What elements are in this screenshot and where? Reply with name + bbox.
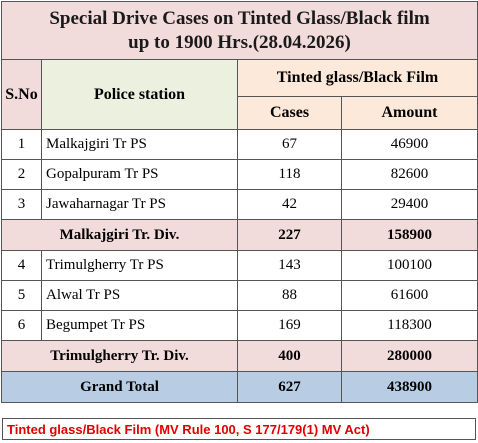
subtotal-label: Trimulgherry Tr. Div. bbox=[1, 340, 238, 372]
table-row: 6 Begumpet Tr PS 169 118300 bbox=[1, 310, 478, 341]
row-sno: 1 bbox=[1, 129, 42, 160]
subtotal-cases: 227 bbox=[237, 219, 342, 251]
subtotal-row: Trimulgherry Tr. Div. 400 280000 bbox=[1, 340, 478, 372]
row-sno: 3 bbox=[1, 189, 42, 220]
grand-total-amount: 438900 bbox=[340, 371, 478, 403]
table-row: 4 Trimulgherry Tr PS 143 100100 bbox=[1, 250, 478, 281]
row-cases: 169 bbox=[237, 310, 342, 341]
row-cases: 143 bbox=[237, 250, 342, 281]
header-police-station: Police station bbox=[41, 59, 238, 130]
header-amount: Amount bbox=[340, 96, 478, 130]
row-amount: 118300 bbox=[340, 310, 478, 341]
row-cases: 42 bbox=[237, 189, 342, 220]
row-cases: 118 bbox=[237, 159, 342, 190]
row-cases: 67 bbox=[237, 129, 342, 160]
subtotal-cases: 400 bbox=[237, 340, 342, 372]
subtotal-row: Malkajgiri Tr. Div. 227 158900 bbox=[1, 219, 478, 251]
row-sno: 5 bbox=[1, 280, 42, 311]
title-line-1: Special Drive Cases on Tinted Glass/Blac… bbox=[49, 7, 430, 29]
header-sno: S.No bbox=[1, 59, 42, 130]
row-amount: 82600 bbox=[340, 159, 478, 190]
title-line-2: up to 1900 Hrs.(28.04.2026) bbox=[128, 31, 351, 53]
row-station: Trimulgherry Tr PS bbox=[41, 250, 238, 281]
row-station: Jawaharnagar Tr PS bbox=[41, 189, 238, 220]
header-cases: Cases bbox=[237, 96, 342, 130]
report-title: Special Drive Cases on Tinted Glass/Blac… bbox=[0, 1, 478, 60]
table-row: 1 Malkajgiri Tr PS 67 46900 bbox=[1, 129, 478, 160]
grand-total-row: Grand Total 627 438900 bbox=[1, 371, 478, 403]
grand-total-cases: 627 bbox=[237, 371, 342, 403]
subtotal-label: Malkajgiri Tr. Div. bbox=[1, 219, 238, 251]
grand-total-label: Grand Total bbox=[1, 371, 238, 403]
row-sno: 4 bbox=[1, 250, 42, 281]
row-amount: 46900 bbox=[340, 129, 478, 160]
row-amount: 61600 bbox=[340, 280, 478, 311]
footer-note: Tinted glass/Black Film (MV Rule 100, S … bbox=[2, 418, 476, 440]
row-cases: 88 bbox=[237, 280, 342, 311]
subtotal-amount: 158900 bbox=[340, 219, 478, 251]
table-row: 5 Alwal Tr PS 88 61600 bbox=[1, 280, 478, 311]
row-sno: 6 bbox=[1, 310, 42, 341]
row-amount: 100100 bbox=[340, 250, 478, 281]
row-station: Begumpet Tr PS bbox=[41, 310, 238, 341]
row-station: Alwal Tr PS bbox=[41, 280, 238, 311]
table-row: 3 Jawaharnagar Tr PS 42 29400 bbox=[1, 189, 478, 220]
row-station: Malkajgiri Tr PS bbox=[41, 129, 238, 160]
cases-table: Special Drive Cases on Tinted Glass/Blac… bbox=[0, 1, 478, 403]
row-sno: 2 bbox=[1, 159, 42, 190]
row-amount: 29400 bbox=[340, 189, 478, 220]
row-station: Gopalpuram Tr PS bbox=[41, 159, 238, 190]
subtotal-amount: 280000 bbox=[340, 340, 478, 372]
table-row: 2 Gopalpuram Tr PS 118 82600 bbox=[1, 159, 478, 190]
header-tinted-glass: Tinted glass/Black Film bbox=[236, 59, 478, 97]
